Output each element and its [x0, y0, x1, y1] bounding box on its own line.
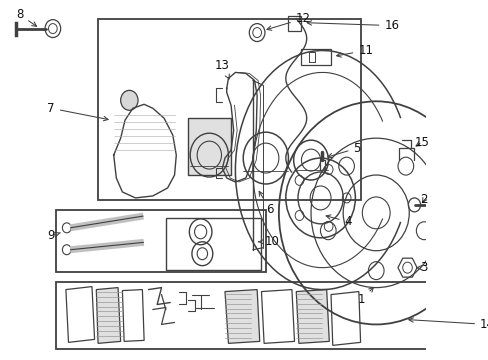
Text: 10: 10 [258, 235, 279, 248]
Bar [187, 118, 231, 175]
Circle shape [121, 90, 138, 110]
Bar [165, 218, 261, 270]
Text: 7: 7 [47, 102, 108, 121]
Bar [287, 15, 300, 31]
Text: 12: 12 [266, 12, 310, 30]
Text: 1: 1 [357, 287, 373, 306]
Text: 3: 3 [416, 261, 427, 274]
Text: 14: 14 [408, 318, 488, 331]
Text: 2: 2 [419, 193, 427, 206]
Text: 13: 13 [215, 59, 229, 79]
Text: 8: 8 [16, 8, 37, 26]
Text: 4: 4 [325, 215, 351, 228]
Polygon shape [96, 288, 121, 343]
Bar [56, 282, 484, 349]
Text: 16: 16 [306, 19, 399, 32]
Polygon shape [224, 289, 259, 343]
Bar [98, 19, 361, 200]
Text: 9: 9 [47, 229, 60, 242]
Text: 6: 6 [259, 192, 273, 216]
Bar [300, 49, 330, 66]
Polygon shape [296, 289, 328, 343]
Text: 5: 5 [327, 141, 360, 158]
Text: 11: 11 [336, 44, 372, 57]
Text: 15: 15 [414, 136, 429, 149]
Bar [56, 210, 265, 272]
